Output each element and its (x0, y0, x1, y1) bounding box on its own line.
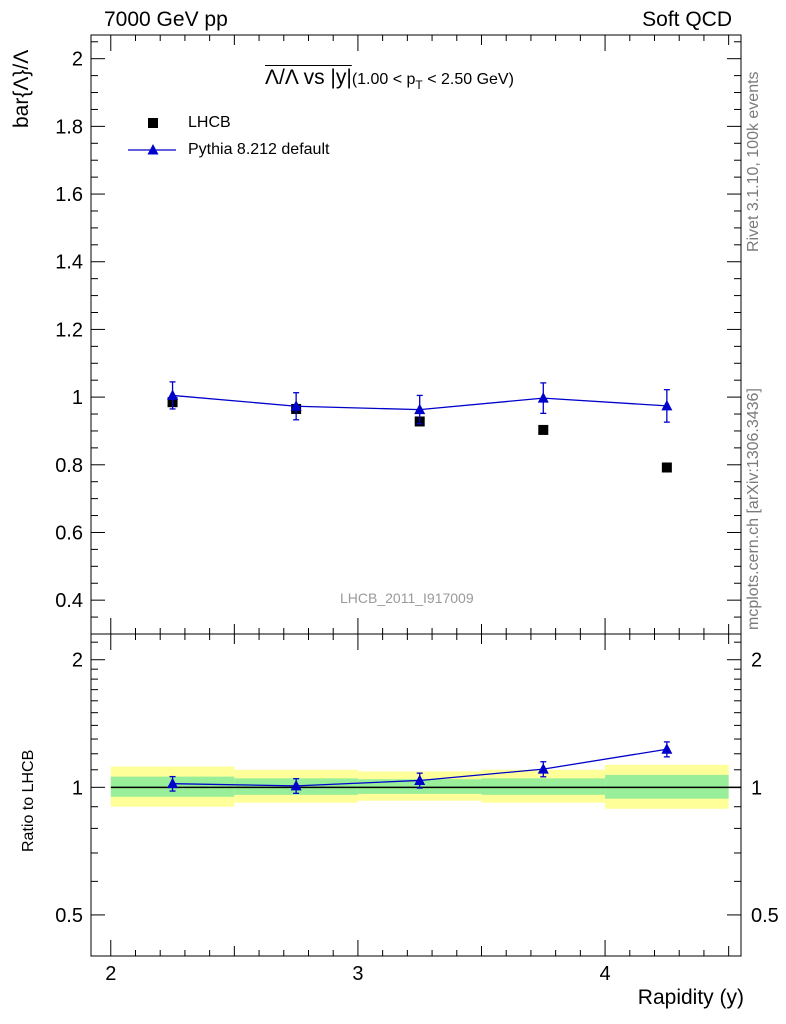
x-tick-label: 2 (105, 963, 116, 985)
y-tick-label: 1.6 (55, 184, 83, 206)
title-sub: (1.00 < p (351, 71, 416, 88)
ratio-frame (90, 633, 742, 957)
y-tick-label: 0.4 (55, 590, 83, 612)
ratio-y-tick-label: 2 (72, 650, 83, 672)
header-right: Soft QCD (642, 8, 732, 31)
main-frame (90, 34, 742, 635)
legend-data-label: LHCB (188, 114, 231, 131)
y-tick-label: 1.8 (55, 116, 83, 138)
mc-point (661, 399, 673, 411)
x-axis-label: Rapidity (y) (637, 986, 744, 1009)
ratio-plot: 0.5 0.5 1 1 2 2 2 3 4 (55, 633, 779, 985)
x-tick-label: 4 (600, 963, 611, 985)
legend-mc-label: Pythia 8.212 default (188, 141, 330, 158)
y-tick-label: 1 (72, 387, 83, 409)
plot-title: Λ/Λ vs |y|(1.00 < pT < 2.50 GeV) (265, 66, 514, 92)
ratio-y-tick-label: 1 (72, 777, 83, 799)
x-tick-label: 3 (352, 963, 363, 985)
data-point (538, 424, 549, 435)
y-tick-label: 1.2 (55, 319, 83, 341)
ratio-y-tick-label-right: 0.5 (751, 905, 779, 927)
legend-mc-marker (147, 144, 159, 155)
y-tick-label: 1.4 (55, 252, 83, 274)
mc-point (414, 403, 426, 415)
mc-point (290, 400, 302, 411)
ratio-mc-point (167, 777, 179, 789)
y-tick-label: 2 (72, 49, 83, 71)
legend-data-marker (148, 118, 158, 128)
main-plot: 0.4 0.6 0.8 1 1.2 1.4 1.6 1.8 2 (55, 34, 742, 635)
legend-markers (128, 118, 176, 155)
ratio-mc-point (290, 779, 302, 791)
ratio-y-tick-label-right: 1 (751, 777, 762, 799)
ratio-mc-point (537, 763, 549, 774)
data-point (661, 462, 672, 473)
ratio-y-tick-label-right: 2 (751, 650, 762, 672)
ratio-y-tick-label: 0.5 (55, 905, 83, 927)
title-main: Λ/Λ vs |y| (265, 66, 352, 89)
analysis-watermark: LHCB_2011_I917009 (340, 590, 474, 606)
y-tick-label: 0.6 (55, 522, 83, 544)
header-left: 7000 GeV pp (104, 8, 228, 31)
y-tick-label: 0.8 (55, 455, 83, 477)
mc-point (537, 392, 549, 403)
mc-point (167, 389, 179, 400)
ratio-mc-point (414, 774, 426, 785)
ratio-mc-point (661, 743, 673, 754)
title-sub-index: T (415, 78, 423, 93)
title-sub-end: < 2.50 GeV) (422, 71, 514, 88)
